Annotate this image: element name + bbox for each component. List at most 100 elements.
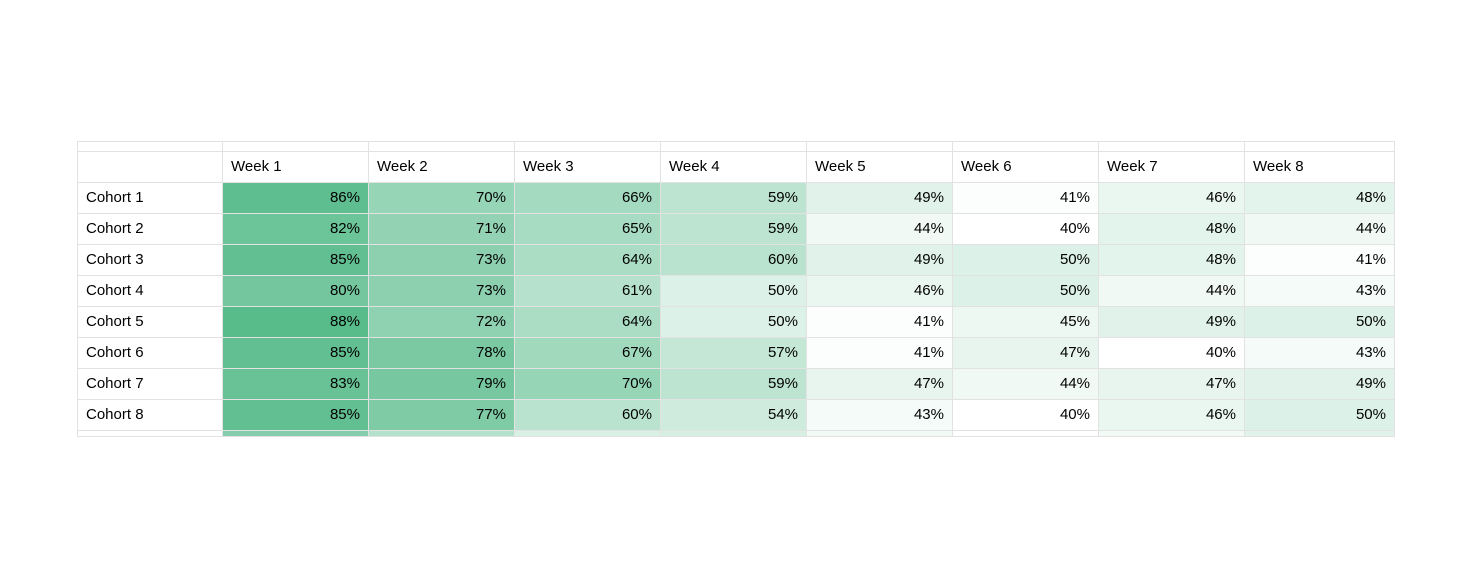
value-cell[interactable]: 54% — [660, 399, 807, 431]
partial-cell — [368, 430, 515, 437]
value-cell[interactable]: 70% — [514, 368, 661, 400]
value-cell[interactable]: 41% — [806, 306, 953, 338]
row-label-cohort-4[interactable]: Cohort 4 — [77, 275, 223, 307]
partial-cell — [660, 430, 807, 437]
value-cell[interactable]: 57% — [660, 337, 807, 369]
value-cell[interactable]: 44% — [1244, 213, 1395, 245]
value-cell[interactable]: 44% — [952, 368, 1099, 400]
value-cell[interactable]: 49% — [1244, 368, 1395, 400]
value-cell[interactable]: 79% — [368, 368, 515, 400]
value-cell[interactable]: 70% — [368, 182, 515, 214]
column-header-week-4[interactable]: Week 4 — [660, 151, 807, 183]
row-label-cohort-8[interactable]: Cohort 8 — [77, 399, 223, 431]
partial-cell — [514, 141, 661, 152]
value-cell[interactable]: 60% — [514, 399, 661, 431]
value-cell[interactable]: 48% — [1098, 244, 1245, 276]
value-cell[interactable]: 71% — [368, 213, 515, 245]
value-cell[interactable]: 85% — [222, 399, 369, 431]
value-cell[interactable]: 40% — [1098, 337, 1245, 369]
partial-cell — [952, 430, 1099, 437]
column-header-week-8[interactable]: Week 8 — [1244, 151, 1395, 183]
value-cell[interactable]: 67% — [514, 337, 661, 369]
header-row: Week 1 Week 2 Week 3 Week 4 Week 5 Week 6 Week… — [77, 151, 1395, 183]
value-cell[interactable]: 48% — [1098, 213, 1245, 245]
value-cell[interactable]: 47% — [806, 368, 953, 400]
value-cell[interactable]: 49% — [806, 182, 953, 214]
value-cell[interactable]: 64% — [514, 244, 661, 276]
value-cell[interactable]: 83% — [222, 368, 369, 400]
value-cell[interactable]: 44% — [806, 213, 953, 245]
value-cell[interactable]: 73% — [368, 275, 515, 307]
retention-table: Week 1 Week 2 Week 3 Week 4 Week 5 Week 6 Week… — [77, 141, 1395, 437]
value-cell[interactable]: 50% — [952, 244, 1099, 276]
partial-cell — [368, 141, 515, 152]
partial-cell — [77, 430, 223, 437]
value-cell[interactable]: 50% — [1244, 306, 1395, 338]
value-cell[interactable]: 49% — [806, 244, 953, 276]
value-cell[interactable]: 40% — [952, 399, 1099, 431]
value-cell[interactable]: 43% — [1244, 275, 1395, 307]
value-cell[interactable]: 80% — [222, 275, 369, 307]
value-cell[interactable]: 64% — [514, 306, 661, 338]
value-cell[interactable]: 59% — [660, 213, 807, 245]
value-cell[interactable]: 45% — [952, 306, 1099, 338]
value-cell[interactable]: 60% — [660, 244, 807, 276]
value-cell[interactable]: 46% — [1098, 182, 1245, 214]
value-cell[interactable]: 41% — [1244, 244, 1395, 276]
value-cell[interactable]: 43% — [1244, 337, 1395, 369]
value-cell[interactable]: 50% — [1244, 399, 1395, 431]
partial-cell — [1244, 141, 1395, 152]
partial-cell — [952, 141, 1099, 152]
partial-row-top — [77, 141, 1395, 152]
value-cell[interactable]: 59% — [660, 368, 807, 400]
partial-cell — [806, 430, 953, 437]
partial-cell — [222, 141, 369, 152]
column-header-week-6[interactable]: Week 6 — [952, 151, 1099, 183]
partial-cell — [1244, 430, 1395, 437]
value-cell[interactable]: 72% — [368, 306, 515, 338]
row-label-cohort-6[interactable]: Cohort 6 — [77, 337, 223, 369]
column-header-week-7[interactable]: Week 7 — [1098, 151, 1245, 183]
value-cell[interactable]: 88% — [222, 306, 369, 338]
value-cell[interactable]: 43% — [806, 399, 953, 431]
row-label-cohort-1[interactable]: Cohort 1 — [77, 182, 223, 214]
value-cell[interactable]: 61% — [514, 275, 661, 307]
value-cell[interactable]: 85% — [222, 244, 369, 276]
value-cell[interactable]: 78% — [368, 337, 515, 369]
corner-cell[interactable] — [77, 151, 223, 183]
column-header-week-1[interactable]: Week 1 — [222, 151, 369, 183]
value-cell[interactable]: 65% — [514, 213, 661, 245]
column-header-week-3[interactable]: Week 3 — [514, 151, 661, 183]
row-label-cohort-5[interactable]: Cohort 5 — [77, 306, 223, 338]
value-cell[interactable]: 40% — [952, 213, 1099, 245]
value-cell[interactable]: 41% — [806, 337, 953, 369]
value-cell[interactable]: 46% — [1098, 399, 1245, 431]
value-cell[interactable]: 47% — [952, 337, 1099, 369]
value-cell[interactable]: 50% — [660, 275, 807, 307]
value-cell[interactable]: 82% — [222, 213, 369, 245]
value-cell[interactable]: 50% — [952, 275, 1099, 307]
partial-cell — [806, 141, 953, 152]
value-cell[interactable]: 47% — [1098, 368, 1245, 400]
row-label-cohort-7[interactable]: Cohort 7 — [77, 368, 223, 400]
value-cell[interactable]: 48% — [1244, 182, 1395, 214]
value-cell[interactable]: 46% — [806, 275, 953, 307]
value-cell[interactable]: 49% — [1098, 306, 1245, 338]
table-row: Cohort 5 88% 72% 64% 50% 41% 45% 49% 50% — [77, 306, 1395, 338]
table-row: Cohort 2 82% 71% 65% 59% 44% 40% 48% 44% — [77, 213, 1395, 245]
partial-cell — [222, 430, 369, 437]
value-cell[interactable]: 73% — [368, 244, 515, 276]
column-header-week-2[interactable]: Week 2 — [368, 151, 515, 183]
value-cell[interactable]: 44% — [1098, 275, 1245, 307]
value-cell[interactable]: 41% — [952, 182, 1099, 214]
value-cell[interactable]: 66% — [514, 182, 661, 214]
column-header-week-5[interactable]: Week 5 — [806, 151, 953, 183]
value-cell[interactable]: 85% — [222, 337, 369, 369]
value-cell[interactable]: 50% — [660, 306, 807, 338]
value-cell[interactable]: 59% — [660, 182, 807, 214]
row-label-cohort-2[interactable]: Cohort 2 — [77, 213, 223, 245]
row-label-cohort-3[interactable]: Cohort 3 — [77, 244, 223, 276]
partial-row-bottom — [77, 430, 1395, 437]
value-cell[interactable]: 86% — [222, 182, 369, 214]
value-cell[interactable]: 77% — [368, 399, 515, 431]
